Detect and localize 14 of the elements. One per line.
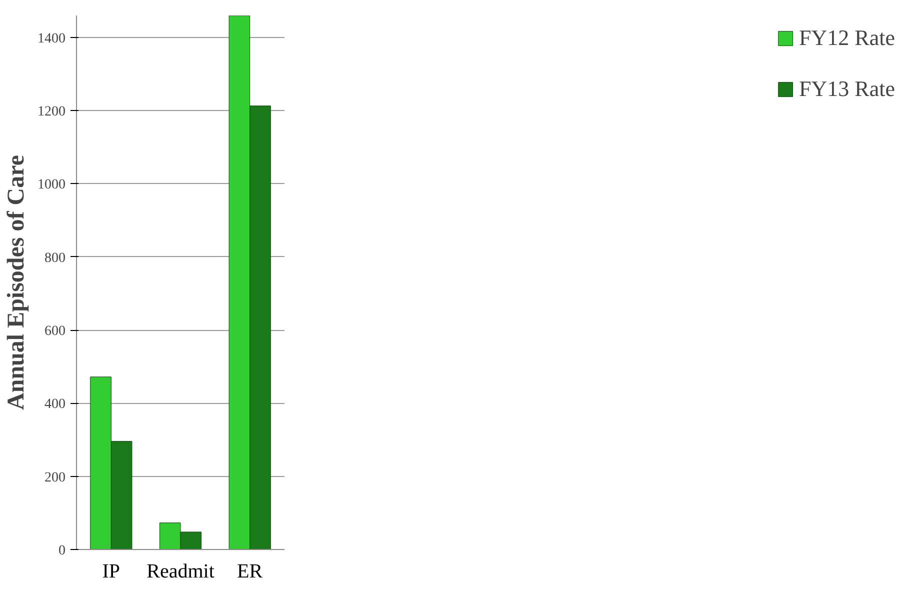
x-tick-label: Readmit xyxy=(146,560,215,582)
legend-label: FY13 Rate xyxy=(799,76,895,102)
y-tick-label: 0 xyxy=(58,544,66,558)
y-tick-label: 800 xyxy=(44,250,66,266)
x-tick-label: ER xyxy=(237,560,264,582)
y-tick-label: 1200 xyxy=(38,104,66,120)
y-tick-label: 1400 xyxy=(38,31,66,46)
x-tick-label: IP xyxy=(102,560,120,582)
legend-label: FY12 Rate xyxy=(799,25,895,51)
y-tick-label: 600 xyxy=(44,324,66,340)
y-tick-label: 1000 xyxy=(38,178,66,193)
y-tick-label: 400 xyxy=(44,397,66,412)
y-tick-label: 200 xyxy=(44,470,66,486)
y-axis-title: Annual Episodes of Care xyxy=(4,154,30,410)
